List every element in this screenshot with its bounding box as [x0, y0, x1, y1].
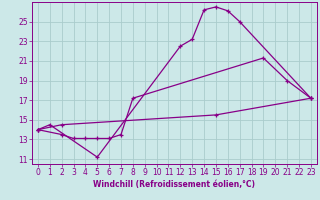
X-axis label: Windchill (Refroidissement éolien,°C): Windchill (Refroidissement éolien,°C)	[93, 180, 255, 189]
